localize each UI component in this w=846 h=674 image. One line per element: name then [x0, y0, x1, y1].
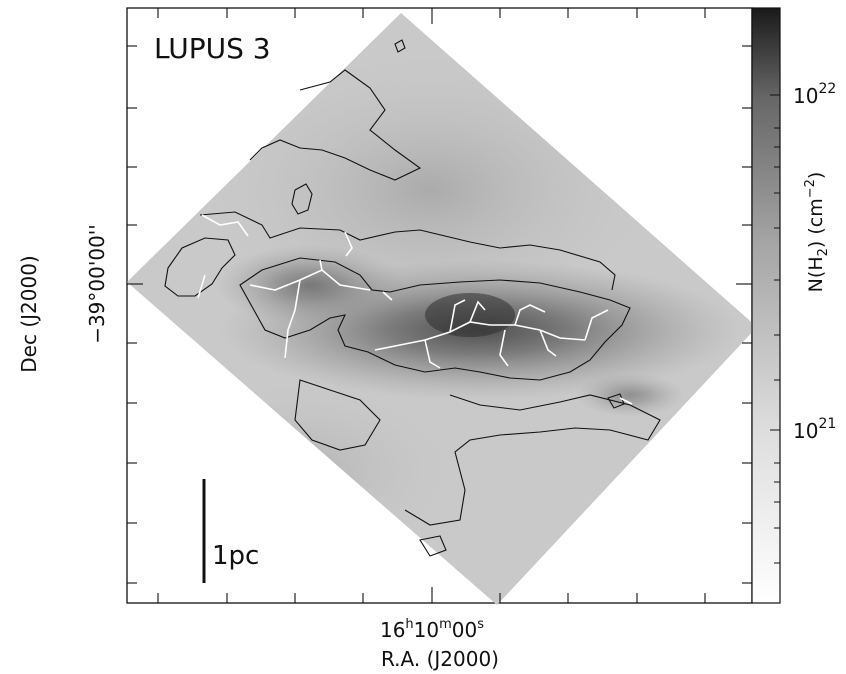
south-west-contour — [294, 379, 381, 451]
small-contour-3 — [394, 39, 406, 53]
x-tick-label: 16h10m00s — [380, 617, 484, 642]
colorbar-label-sup: −2 — [803, 179, 818, 198]
x-axis-label: R.A. (J2000) — [381, 647, 499, 671]
colorbar-tick-base: 10 — [793, 84, 818, 108]
small-contour-2 — [419, 535, 447, 557]
colorbar-label: N(H2) (cm−2) — [803, 172, 831, 293]
filament-branch-2 — [469, 300, 486, 323]
colorbar-tick-exp: 21 — [818, 416, 836, 432]
dense-clump-west — [215, 245, 405, 325]
filament-branch-3 — [514, 304, 546, 326]
filament-east — [619, 397, 633, 405]
filaments — [197, 214, 633, 405]
colorbar-label-part: ) — [805, 172, 827, 179]
outer-contour-north — [199, 211, 616, 291]
filament-branch-1 — [449, 299, 466, 333]
x-tick-m-sup: m — [439, 617, 452, 632]
colorbar: 1022 1021 N(H2) (cm−2) — [751, 7, 836, 604]
colorbar-label-part: ) (cm — [805, 198, 827, 248]
x-tick-hours: 16 — [380, 618, 405, 642]
y-tick-label: −39°00'00'' — [85, 224, 109, 344]
colorbar-label-sub: 2 — [816, 248, 831, 256]
filament-far-west-2 — [197, 274, 206, 299]
filament-west-branch — [284, 279, 301, 359]
blob-contour — [291, 183, 313, 215]
y-axis-label: Dec (J2000) — [17, 255, 41, 372]
filament-main — [374, 321, 586, 351]
filament-branch-4 — [539, 329, 557, 357]
filament-ne — [382, 291, 393, 301]
filament-north — [344, 231, 353, 257]
main-contour — [239, 257, 631, 381]
colorbar-tick-base: 10 — [793, 419, 818, 443]
chart-title: LUPUS 3 — [154, 32, 271, 65]
densest-core — [425, 293, 515, 337]
filament-branch-5 — [584, 309, 609, 341]
colorbar-gradient — [751, 7, 781, 604]
axis-ticks — [127, 8, 752, 603]
outer-contour-south — [404, 394, 661, 526]
colorbar-tick-exp: 22 — [818, 81, 836, 97]
dense-tail-east — [575, 373, 685, 417]
scale-bar-label: 1pc — [212, 541, 259, 571]
colorbar-tick-label-1e21: 1021 — [793, 416, 836, 443]
x-tick-seconds: 00 — [452, 618, 477, 642]
colorbar-ticks — [770, 94, 780, 564]
small-contour-1 — [607, 393, 625, 409]
colorbar-label-part: N(H — [805, 256, 827, 292]
outer-contour-west — [164, 237, 236, 297]
filament-branch-6 — [424, 339, 441, 369]
x-tick-s-sup: s — [477, 617, 484, 632]
colorbar-tick-label-1e22: 1022 — [793, 81, 836, 108]
upper-contour — [249, 69, 422, 181]
filament-far-west — [201, 214, 249, 237]
x-tick-minutes: 10 — [414, 618, 439, 642]
x-tick-h-sup: h — [405, 617, 413, 632]
filament-west — [249, 269, 371, 291]
filament-west-branch-2 — [319, 259, 323, 271]
contours — [164, 39, 661, 557]
filament-branch-7 — [499, 329, 509, 367]
